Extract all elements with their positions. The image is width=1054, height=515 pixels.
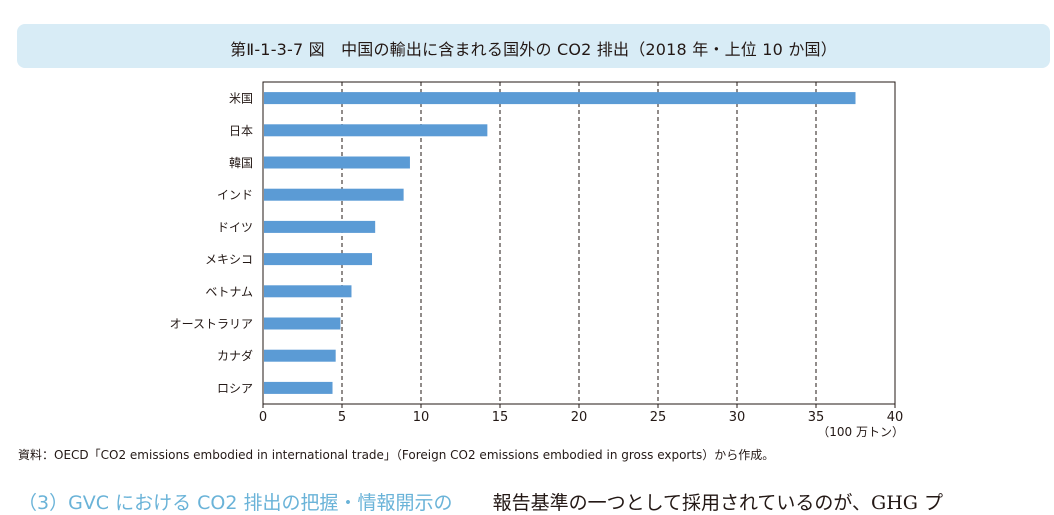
chart-title-bar: 第Ⅱ-1-3-7 図 中国の輸出に含まれる国外の CO2 排出（2018 年・上… — [17, 24, 1050, 68]
category-label: カナダ — [217, 348, 253, 363]
bar — [264, 188, 404, 201]
x-tick-label: 30 — [729, 410, 746, 425]
x-tick-labels: 0 5 10 15 20 25 30 35 40 — [259, 410, 903, 425]
x-tick-label: 15 — [492, 410, 509, 425]
x-tick-label: 5 — [338, 410, 346, 425]
body-text: 報告基準の一つとして採用されているのが、GHG プ — [492, 492, 944, 514]
x-tick-label: 35 — [808, 410, 825, 425]
category-label: ドイツ — [217, 220, 253, 234]
chart-title: 第Ⅱ-1-3-7 図 中国の輸出に含まれる国外の CO2 排出（2018 年・上… — [230, 40, 837, 59]
section-heading: （3）GVC における CO2 排出の把握・情報開示の — [18, 492, 453, 514]
x-tick-label: 0 — [259, 410, 267, 425]
x-tick-label: 40 — [887, 410, 904, 425]
bar — [264, 317, 341, 330]
x-tick-label: 10 — [413, 410, 430, 425]
category-label: 米国 — [229, 92, 253, 106]
x-axis-unit: （100 万トン） — [817, 425, 904, 439]
source-note: 資料：OECD「CO2 emissions embodied in intern… — [18, 448, 775, 462]
x-tick-label: 25 — [650, 410, 667, 425]
category-label: インド — [217, 188, 253, 202]
gridlines — [262, 82, 896, 408]
bar — [264, 349, 336, 362]
bar — [264, 220, 376, 233]
category-label: ロシア — [217, 381, 253, 395]
category-label: ベトナム — [205, 285, 253, 299]
bar — [264, 124, 488, 137]
bar — [264, 285, 352, 298]
bar — [264, 253, 373, 266]
category-label: 韓国 — [229, 156, 253, 170]
category-label: 日本 — [229, 124, 253, 138]
bar — [264, 381, 333, 394]
x-tick-label: 20 — [571, 410, 588, 425]
category-label: オーストラリア — [170, 317, 253, 331]
plot-frame — [262, 81, 896, 405]
bar — [264, 92, 856, 105]
category-label: メキシコ — [205, 253, 253, 267]
bar — [264, 156, 410, 169]
bars — [264, 92, 856, 394]
